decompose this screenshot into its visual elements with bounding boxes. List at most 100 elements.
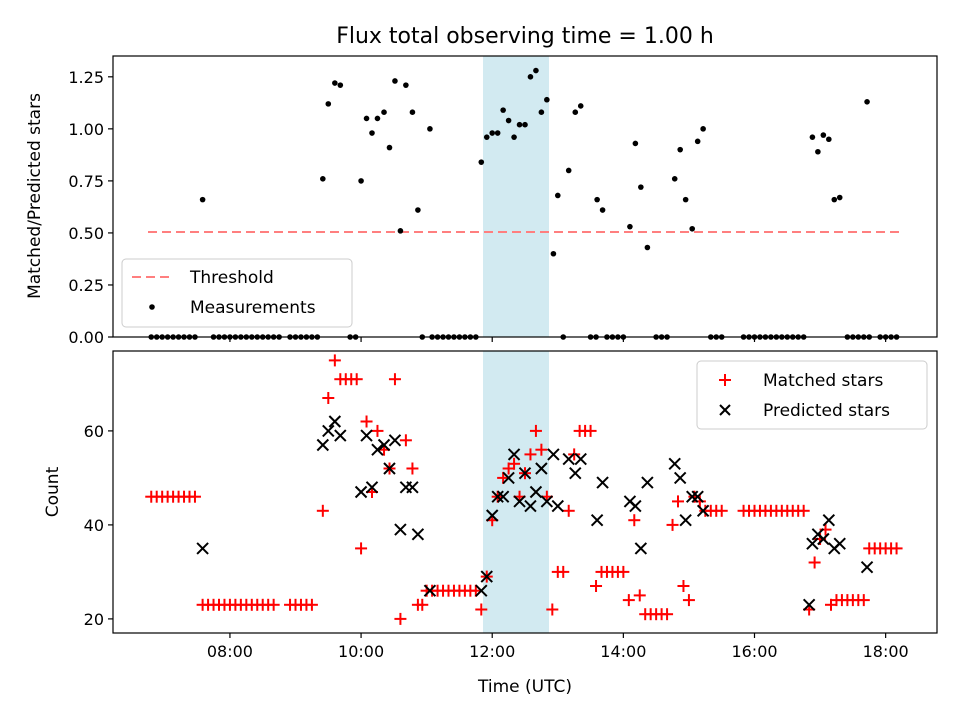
legend-predicted-swatch (719, 404, 731, 416)
matched-star-marker (666, 518, 679, 531)
top-y-tick-label: 0.50 (68, 224, 104, 243)
matched-star-marker (590, 580, 603, 592)
matched-star-marker (328, 354, 341, 367)
legend-measurements-label: Measurements (190, 298, 316, 318)
measurement-point (527, 74, 534, 80)
predicted-star-marker (574, 452, 587, 466)
matched-star-marker (628, 514, 641, 527)
matched-star-marker (399, 434, 412, 447)
x-tick-label: 10:00 (338, 642, 384, 661)
predicted-star-marker (507, 448, 521, 461)
predicted-star-marker (540, 495, 554, 508)
measurement-point (427, 126, 433, 132)
predicted-star-marker (802, 598, 816, 612)
measurement-point (809, 134, 816, 140)
x-axis-label: Time (UTC) (477, 677, 572, 697)
measurement-point (505, 117, 512, 124)
matched-star-marker (857, 594, 870, 607)
x-tick-label: 16:00 (731, 642, 777, 661)
predicted-star-marker (480, 570, 493, 583)
measurement-point (522, 121, 528, 128)
measurement-point (489, 130, 496, 136)
measurement-point (397, 228, 404, 234)
top-highlight-span (483, 56, 549, 337)
matched-star-marker (508, 457, 521, 470)
predicted-star-marker (354, 485, 368, 499)
measurement-point (815, 148, 821, 155)
top-y-tick-label: 0.75 (68, 172, 104, 191)
matched-star-marker (622, 594, 635, 607)
matched-star-marker (322, 392, 335, 404)
measurement-point (627, 223, 633, 230)
predicted-star-marker (529, 485, 543, 499)
measurement-point (831, 196, 838, 203)
matched-star-marker (188, 490, 201, 503)
measurement-point (694, 138, 701, 145)
predicted-star-marker (371, 443, 384, 456)
x-tick-label: 08:00 (207, 642, 253, 661)
matched-star-marker (808, 556, 821, 569)
measurement-point (836, 194, 843, 201)
matched-star-marker (406, 462, 419, 475)
top-legend-box (121, 258, 353, 328)
measurement-point (409, 109, 416, 115)
top-y-tick-label: 1.00 (68, 120, 104, 139)
bottom-legend: Matched stars Predicted stars (696, 360, 928, 430)
predicted-star-marker (365, 481, 379, 494)
matched-star-marker (394, 612, 407, 625)
measurement-point (500, 107, 506, 113)
predicted-star-marker (641, 476, 654, 489)
measurement-point (386, 144, 393, 151)
measurement-point (369, 130, 375, 136)
predicted-star-marker (196, 542, 209, 555)
top-plot-frame (112, 55, 938, 338)
predicted-star-marker (394, 523, 407, 536)
matched-star-marker (371, 424, 384, 437)
measurement-point (363, 115, 370, 122)
top-panel: 0.00 0.25 0.50 0.75 1.00 1.25 Matched/Predict… (25, 55, 938, 347)
measurement-point (864, 98, 870, 105)
legend-threshold-label: Threshold (189, 268, 274, 288)
predicted-star-marker (806, 537, 819, 550)
predicted-star-marker (569, 466, 582, 480)
predicted-star-marker (524, 499, 537, 513)
measurement-point (820, 132, 827, 138)
matched-star-marker (529, 424, 542, 437)
predicted-star-marker (590, 513, 604, 527)
bottom-panel: 20 40 60 08:00 10:00 12:00 14:00 16:00 18:00 Co… (43, 350, 938, 697)
measurement-point (494, 130, 501, 136)
x-tick-label: 12:00 (469, 642, 515, 661)
bottom-y-tick-label: 20 (84, 610, 104, 629)
predicted-stars-series (196, 415, 874, 612)
measurement-point (374, 115, 381, 122)
measurement-point (332, 80, 338, 86)
predicted-star-marker (328, 415, 342, 428)
predicted-star-marker (316, 438, 330, 452)
measurement-point (572, 109, 579, 115)
measurement-point (511, 134, 517, 140)
predicted-star-marker (383, 462, 396, 475)
predicted-star-marker (513, 495, 526, 508)
predicted-star-marker (551, 499, 564, 513)
measurement-point (544, 96, 550, 103)
predicted-star-marker (334, 429, 347, 442)
matched-star-marker (633, 589, 646, 602)
matched-star-marker (682, 594, 695, 607)
measurement-point (632, 140, 639, 147)
predicted-star-marker (696, 504, 710, 518)
measurement-point (478, 159, 485, 165)
measurement-point (538, 109, 545, 115)
measurement-point (358, 178, 364, 184)
bottom-y-tick-label: 40 (84, 516, 104, 535)
top-legend: Threshold Measurements (121, 258, 353, 328)
matched-stars-series (145, 354, 903, 625)
matched-star-marker (797, 504, 810, 517)
matched-star-marker (617, 565, 630, 578)
predicted-star-marker (475, 584, 488, 597)
predicted-star-marker (486, 509, 499, 522)
predicted-star-marker (685, 490, 699, 503)
top-y-axis-label: Matched/Predicted stars (25, 93, 45, 299)
measurement-point (671, 176, 678, 182)
measurement-point (483, 134, 490, 140)
